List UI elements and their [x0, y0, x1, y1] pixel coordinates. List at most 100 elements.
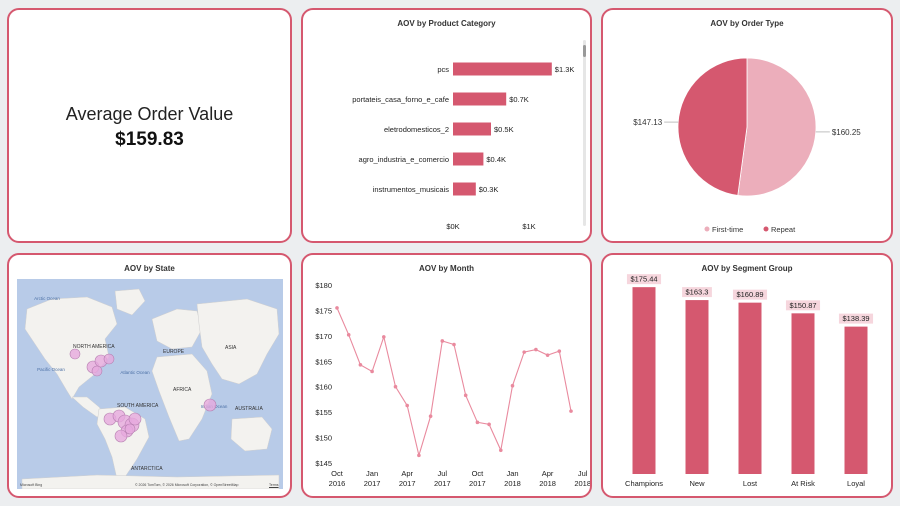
legend-label[interactable]: Repeat — [771, 225, 796, 234]
segment-category-label: Loyal — [847, 479, 865, 488]
segment-bar[interactable] — [844, 326, 868, 474]
month-y-tick: $165 — [315, 357, 332, 366]
segment-chart-card[interactable]: AOV by Segment Group $175.44 Champions $16… — [601, 253, 893, 498]
month-chart-card[interactable]: AOV by Month $180 $175 $170 $165 $160 $155 $15… — [301, 253, 592, 498]
map-label-pacific-ocean: Pacific Ocean — [37, 367, 65, 372]
month-x-tick-year: 2018 — [574, 479, 590, 488]
month-point[interactable] — [358, 363, 363, 367]
segment-label-bg — [682, 287, 712, 298]
segment-label-bg — [838, 313, 874, 324]
month-x-tick-month: Jan — [506, 469, 518, 478]
month-point[interactable] — [463, 393, 468, 398]
map-bubble[interactable] — [203, 398, 217, 412]
month-point[interactable] — [510, 383, 515, 388]
month-point[interactable] — [405, 403, 409, 408]
month-x-tick-month: Oct — [331, 469, 344, 478]
month-point[interactable] — [370, 369, 374, 374]
month-y-tick: $150 — [315, 434, 332, 443]
map-brand: Microsoft Bing — [20, 483, 43, 487]
month-x-tick-month: Jul — [438, 469, 448, 478]
map-bubble[interactable] — [124, 423, 136, 435]
month-point[interactable] — [428, 414, 433, 419]
map-label-south-america: SOUTH AMERICA — [117, 403, 159, 409]
segment-category-label: Lost — [743, 479, 758, 488]
map-bubble[interactable] — [69, 348, 81, 360]
month-point[interactable] — [440, 339, 445, 343]
category-data-label: $0.4K — [486, 155, 506, 164]
kpi-label: Average Order Value — [65, 104, 234, 124]
category-bar[interactable] — [453, 182, 476, 196]
map-bubble[interactable] — [91, 365, 103, 377]
month-point[interactable] — [499, 448, 503, 453]
segment-bar[interactable] — [685, 300, 709, 474]
month-x-tick-year: 2017 — [469, 479, 486, 488]
segment-label-bg — [732, 289, 768, 300]
month-x-tick-month: Jan — [366, 469, 378, 478]
month-point[interactable] — [417, 453, 421, 458]
month-y-tick: $155 — [315, 408, 332, 417]
month-line[interactable] — [336, 307, 572, 458]
map-terms-link[interactable]: Terms — [269, 483, 279, 487]
category-label: instrumentos_musicais — [373, 185, 450, 194]
month-x-tick-year: 2018 — [504, 479, 521, 488]
category-scrollbar-thumb[interactable] — [583, 45, 586, 57]
pie-slice-repeat[interactable] — [677, 57, 748, 196]
order-type-chart-card[interactable]: AOV by Order Type $160.25 $147.13 First-ti… — [601, 8, 893, 243]
map-bubble[interactable] — [128, 412, 142, 426]
category-scrollbar[interactable] — [583, 40, 586, 226]
segment-chart-title: AOV by Segment Group — [701, 264, 793, 273]
category-label: pcs — [437, 65, 449, 74]
category-data-label: $0.5K — [494, 125, 514, 134]
order-type-pie-chart[interactable]: $160.25 $147.13 First-time Repeat — [603, 10, 891, 241]
month-point[interactable] — [534, 347, 538, 352]
pie-slice-first-time[interactable] — [737, 57, 817, 197]
segment-bar[interactable] — [738, 302, 762, 474]
segment-data-label: $138.39 — [842, 314, 869, 323]
category-bar[interactable] — [453, 152, 484, 166]
month-point[interactable] — [335, 306, 339, 310]
map-label-australia: AUSTRALIA — [235, 406, 263, 412]
month-x-tick-year: 2018 — [539, 479, 556, 488]
map-bubble[interactable] — [114, 429, 128, 443]
landmass-europe — [151, 308, 203, 350]
map-label-asia: ASIA — [225, 345, 237, 351]
category-label: portateis_casa_forno_e_cafe — [352, 95, 449, 104]
month-point[interactable] — [382, 335, 386, 339]
state-map-card[interactable]: AOV by State NORTH AMERICA EUROPE ASIA A… — [7, 253, 292, 498]
category-bar-chart[interactable]: pcs $1.3K portateis_casa_forno_e_cafe $0.7K… — [303, 10, 590, 241]
month-point[interactable] — [346, 333, 351, 337]
month-point[interactable] — [452, 342, 456, 347]
month-point[interactable] — [522, 350, 526, 354]
month-point[interactable] — [545, 353, 550, 357]
segment-bar[interactable] — [632, 287, 656, 474]
kpi-card: Average Order Value $159.83 — [7, 8, 292, 243]
month-y-tick: $145 — [315, 459, 332, 468]
month-line-chart[interactable]: $180$175$170$165$160$155$150$145Oct2016J… — [303, 255, 590, 496]
segment-bar[interactable] — [791, 313, 815, 474]
segment-bar-chart[interactable]: $175.44 Champions $163.3 New $160.89 Lost $150… — [603, 255, 891, 496]
world-map[interactable]: NORTH AMERICA EUROPE ASIA AFRICA SOUTH A… — [17, 279, 283, 489]
order-type-chart-title: AOV by Order Type — [710, 19, 784, 28]
category-bar[interactable] — [453, 92, 507, 106]
map-label-atlantic-ocean: Atlantic Ocean — [120, 370, 150, 375]
kpi-value: $159.83 — [115, 129, 184, 150]
segment-data-label: $160.89 — [736, 290, 763, 299]
month-point[interactable] — [569, 409, 573, 413]
month-point[interactable] — [557, 349, 562, 353]
month-point[interactable] — [475, 420, 480, 425]
month-point[interactable] — [487, 422, 491, 427]
legend-label[interactable]: First-time — [712, 225, 743, 234]
map-label-north-america: NORTH AMERICA — [73, 344, 115, 350]
map-label-europe: EUROPE — [163, 349, 185, 355]
month-x-tick-month: Oct — [472, 469, 485, 478]
segment-data-label: $163.3 — [686, 288, 709, 297]
landmass-asia — [196, 298, 280, 385]
map-bubble[interactable] — [103, 353, 115, 365]
segment-data-label: $175.44 — [630, 275, 657, 284]
landmass-greenland — [114, 288, 146, 316]
map-bubbles[interactable] — [17, 279, 283, 489]
month-point[interactable] — [393, 384, 398, 389]
category-bar[interactable] — [453, 62, 552, 76]
category-chart-card[interactable]: AOV by Product Category pcs $1.3K portatei… — [301, 8, 592, 243]
category-bar[interactable] — [453, 122, 491, 136]
